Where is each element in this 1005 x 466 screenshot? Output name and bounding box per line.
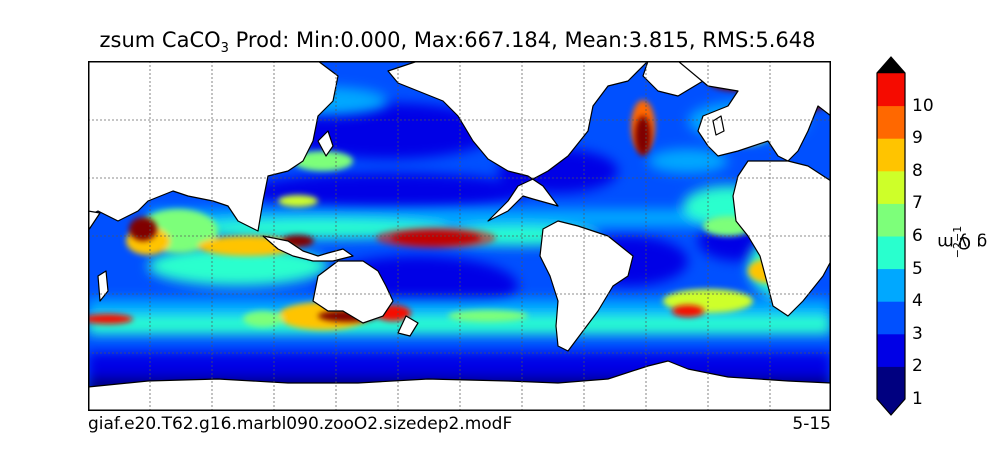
colorbar-level [877,170,905,204]
colorbar-tick-label: 1 [912,389,923,409]
land-australia [312,260,394,324]
land-south-america [539,220,634,352]
plot-title: zsum CaCO3 Prod: Min:0.000, Max:667.184,… [0,28,915,56]
land-uk [712,115,725,136]
unit-mid: y [956,232,968,252]
colorbar-level [877,105,905,139]
colorbar-tick-label: 10 [912,95,934,116]
colorbar-level [877,73,905,74]
land-indonesia [262,235,354,262]
colorbar-level [877,236,905,270]
colorbar-extension-max [877,57,905,73]
land-japan [317,130,334,157]
land-eurasia [677,61,831,162]
colorbar-levels [877,57,905,415]
colorbar-level [877,138,905,172]
colorbar-level [877,73,905,107]
colorbar-tick-label: 5 [912,258,923,279]
land-asia-west [88,61,339,232]
title-species: CaCO [161,28,221,52]
title-field: zsum [99,28,156,52]
colorbar [876,56,906,416]
land-africa [732,160,831,317]
colorbar-unit-label: g C m −2 y −1 [937,226,987,258]
colorbar-level [877,268,905,302]
land-madagascar [97,270,109,302]
land-north-america [387,61,649,222]
colorbar-tick-label: 4 [912,291,923,312]
colorbar-tick-label: 2 [912,356,923,377]
period-caption: 5-15 [792,414,831,434]
colorbar-level [877,333,905,367]
colorbar-tick-label: 7 [912,193,923,214]
colorbar-extension-min [877,399,905,415]
colorbar-tick-label: 6 [912,226,923,246]
colorbar-level [877,366,905,400]
title-species-subscript: 3 [220,41,229,57]
ocean-map [88,61,831,411]
colorbar-outline [876,56,906,416]
colorbar-level [877,203,905,237]
map-frame [88,61,831,411]
colorbar-tick-label: 3 [912,323,923,344]
colorbar-level [877,301,905,335]
colorbar-tick-label: 9 [912,128,923,149]
land-masses [88,61,831,411]
land-new-zealand [397,315,419,337]
land-africa-east [88,210,101,232]
colorbar-tick-label: 8 [912,160,923,181]
case-name-caption: giaf.e20.T62.g16.marbl090.zooO2.sizedep2… [88,414,513,434]
title-stats: Prod: Min:0.000, Max:667.184, Mean:3.815… [228,28,816,52]
